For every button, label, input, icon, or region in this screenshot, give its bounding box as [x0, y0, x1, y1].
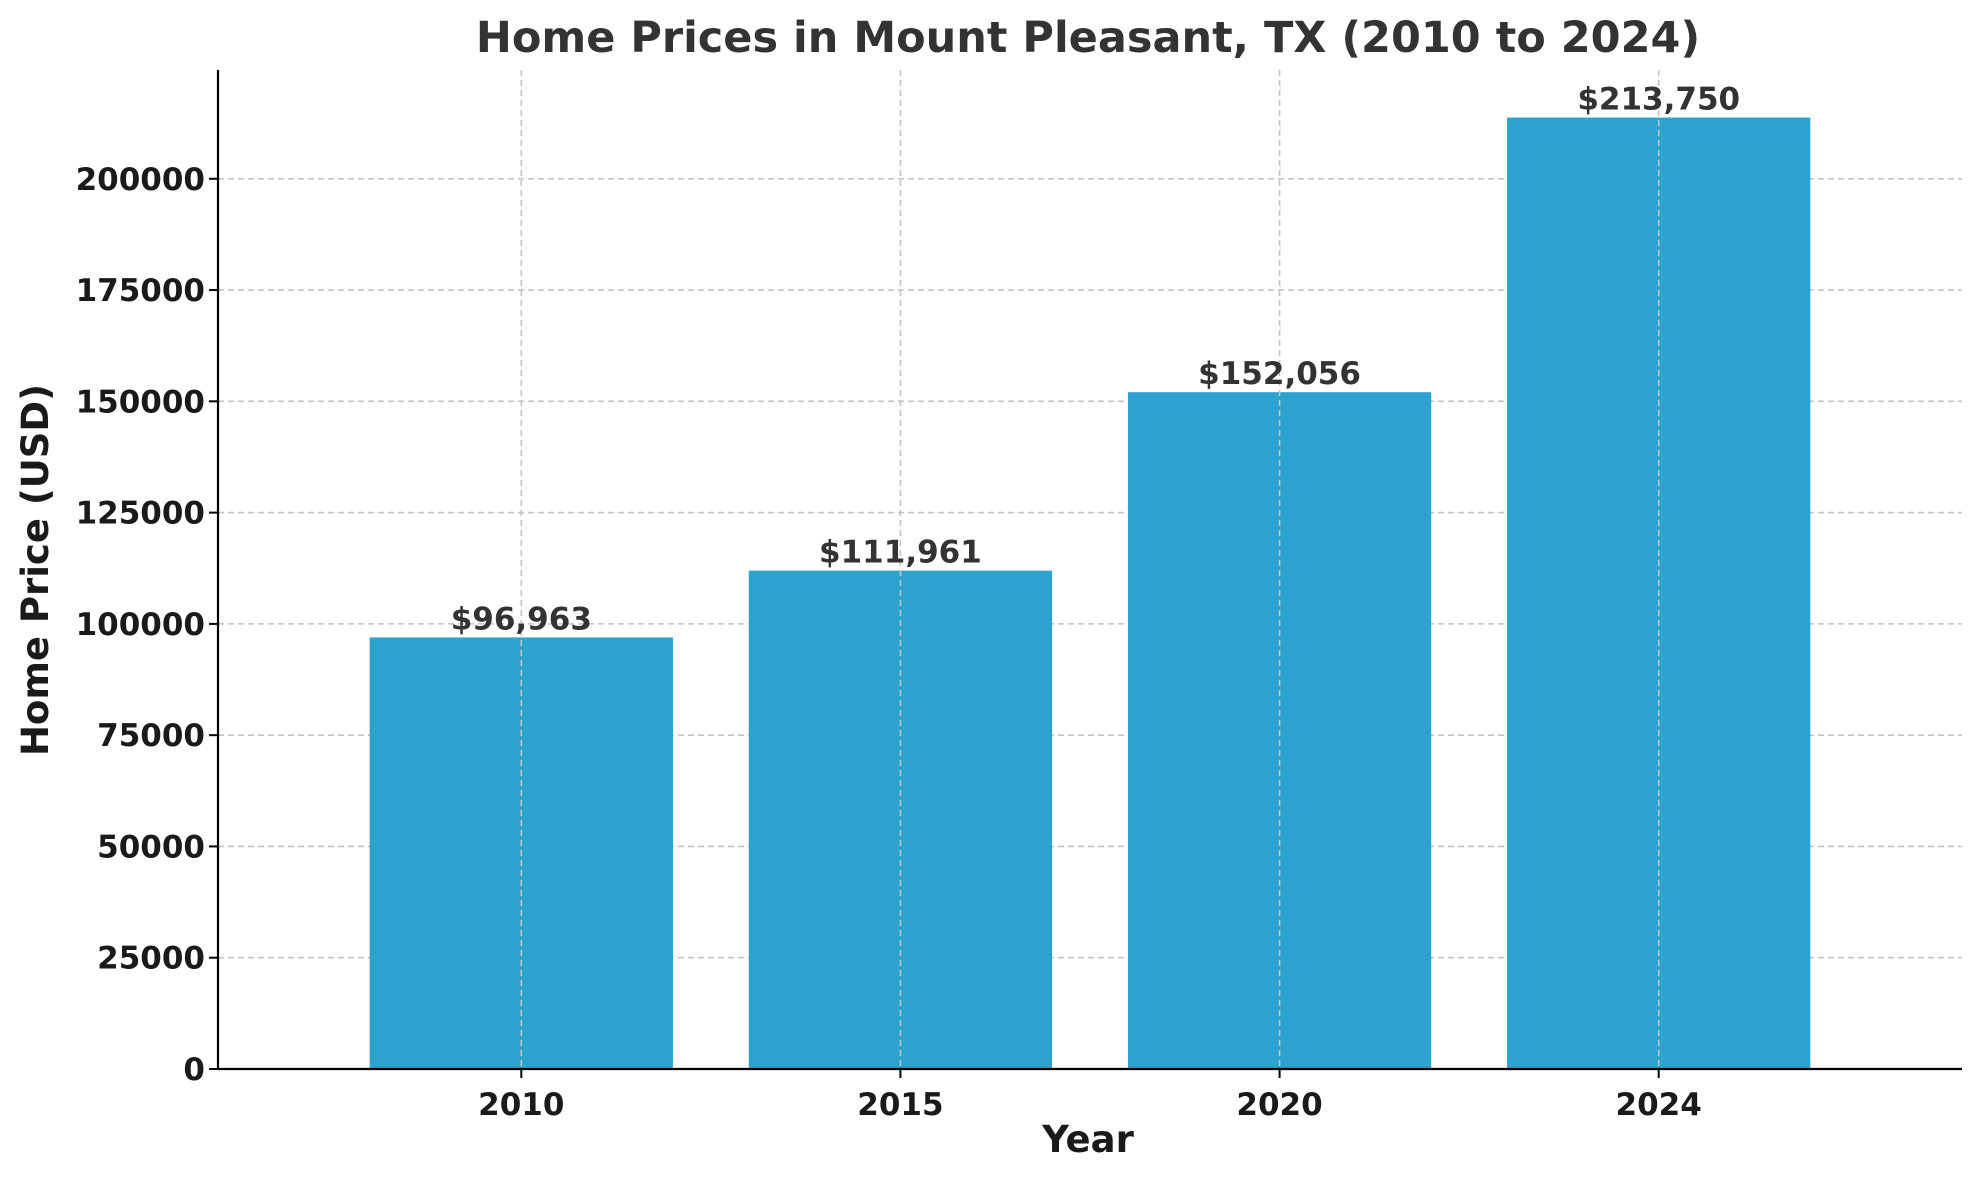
y-tick-label: 25000	[97, 941, 205, 977]
y-axis-label: Home Price (USD)	[14, 384, 57, 756]
y-tick-label: 0	[183, 1052, 205, 1088]
y-tick-label: 150000	[76, 384, 205, 420]
data-label-2020: $152,056	[1198, 356, 1361, 392]
x-tick-label-2020: 2020	[1236, 1087, 1322, 1123]
x-tick-label-2024: 2024	[1616, 1087, 1702, 1123]
axes-layer	[216, 70, 1962, 1071]
y-tick-label: 75000	[97, 718, 205, 754]
data-label-2015: $111,961	[819, 535, 982, 571]
y-tick-label: 175000	[76, 273, 205, 309]
chart-title: Home Prices in Mount Pleasant, TX (2010 …	[476, 13, 1700, 63]
ticks-layer: 0 25000 50000 75000 100000 125000 150000 175000…	[76, 162, 1702, 1123]
bars-layer	[369, 117, 1811, 1070]
y-tick-label: 200000	[76, 162, 205, 198]
x-grid-layer	[520, 70, 1660, 1069]
data-labels-layer: $96,963 $111,961 $152,056 $213,750	[451, 82, 1740, 638]
y-tick-label: 125000	[76, 496, 205, 532]
y-tick-label: 100000	[76, 607, 205, 643]
y-tick-label: 50000	[97, 829, 205, 865]
data-label-2024: $213,750	[1577, 82, 1740, 118]
x-tick-label-2010: 2010	[478, 1087, 564, 1123]
data-label-2010: $96,963	[451, 601, 592, 637]
x-axis-label: Year	[1041, 1118, 1134, 1161]
x-tick-label-2015: 2015	[857, 1087, 943, 1123]
